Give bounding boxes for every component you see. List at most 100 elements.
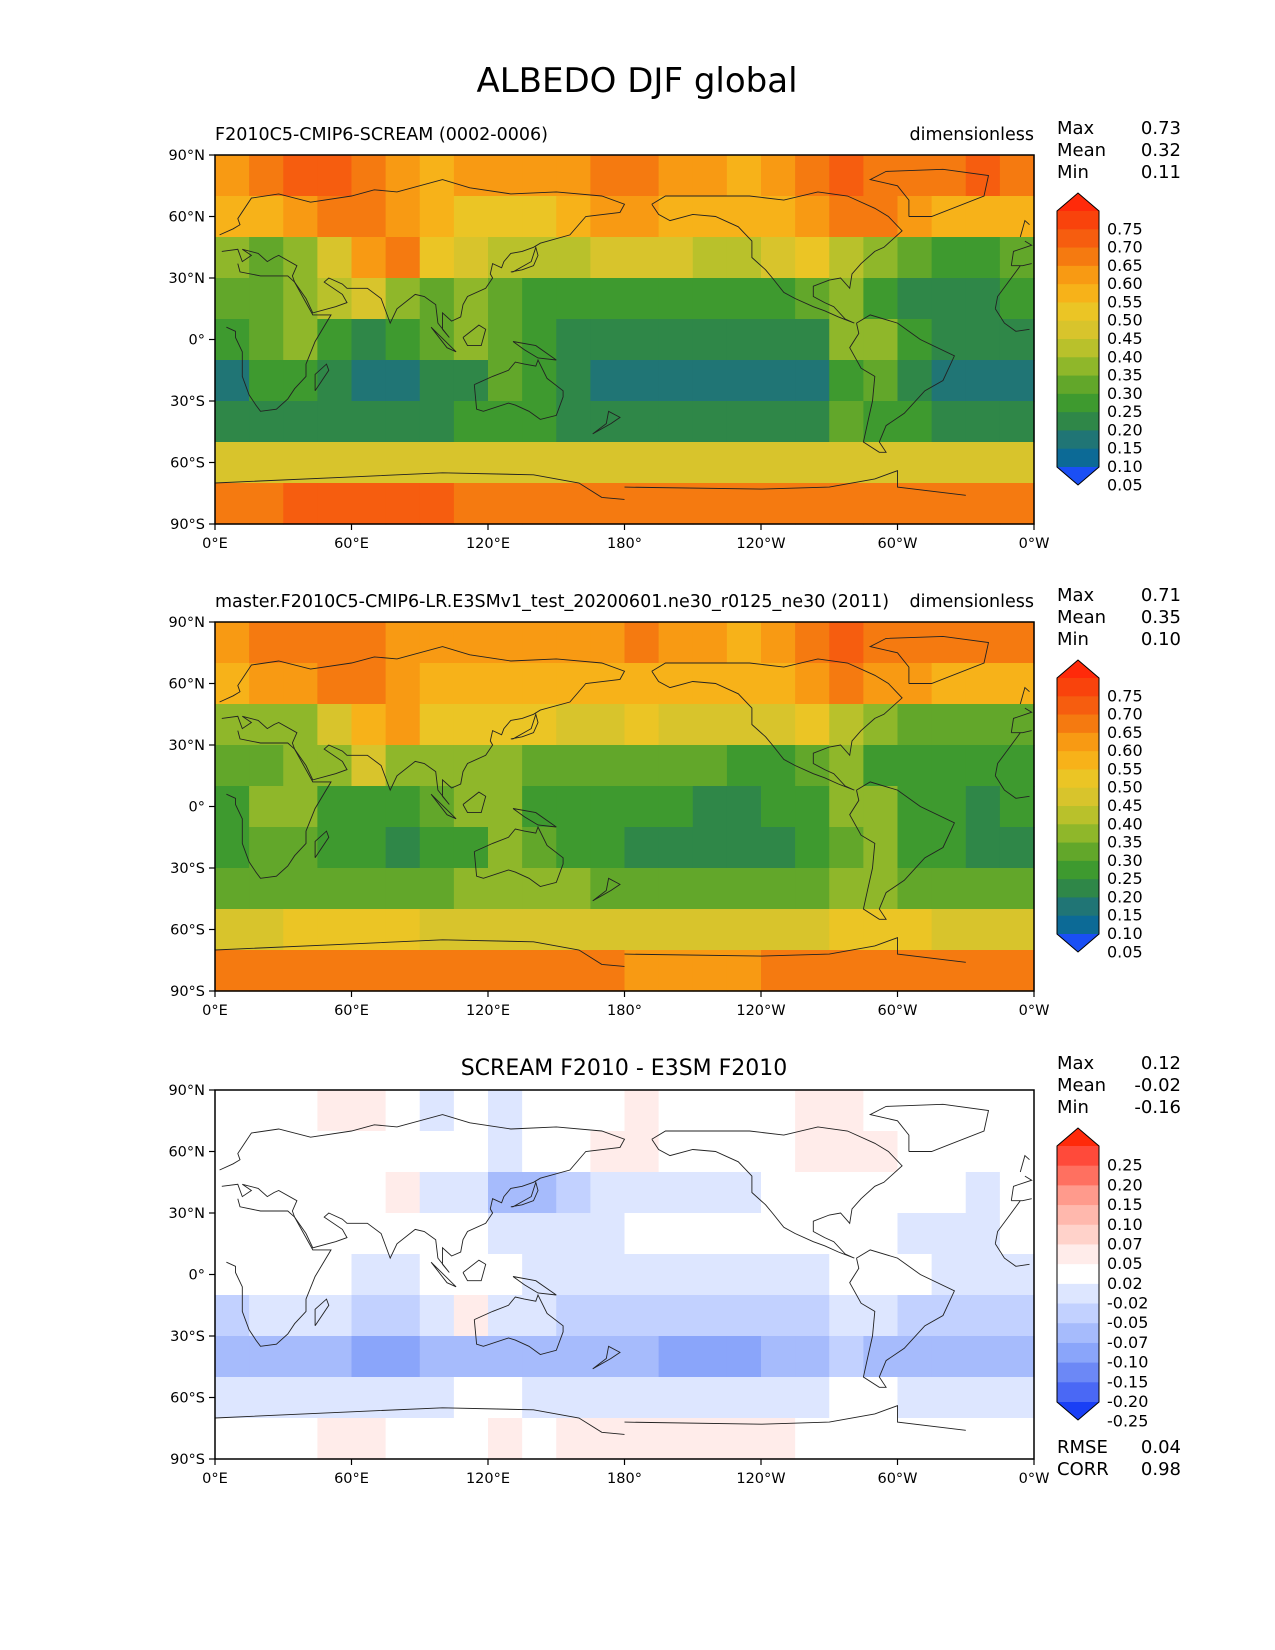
field-cell [488,196,523,238]
colorbar-tick-label: -0.02 [1107,1294,1148,1313]
field-cell [419,1295,455,1337]
field-cell [419,442,455,484]
field-cell [590,237,626,279]
coastline [214,937,966,967]
field-cell [726,1090,762,1132]
panel-3-mean-label: Mean [1057,1075,1106,1096]
field-cell [249,704,284,746]
field-cell [215,868,250,910]
panel-1-title: F2010C5-CMIP6-SCREAM (0002-0006) [215,125,548,145]
colorbar-tick-label: 0.70 [1107,238,1143,257]
field-cell [556,1213,591,1255]
colorbar-tick-label: -0.05 [1107,1313,1148,1332]
colorbar-tick-label: 0.10 [1107,457,1143,476]
panel-2-coastlines [214,635,1033,967]
field-cell [829,950,864,992]
field-cell [999,1090,1035,1132]
lat-tick-label: 0° [189,1268,205,1284]
field-cell [931,278,967,320]
field-cell [283,483,318,525]
lat-tick-label: 60°S [170,1391,205,1407]
field-cell [488,278,523,320]
field-cell [624,663,660,705]
colorbar-tick-label: 0.40 [1107,814,1143,833]
field-cell [726,1377,762,1419]
field-cell [419,745,455,787]
field-cell [726,950,762,992]
field-cell [522,950,557,992]
field-cell [590,1377,626,1419]
coastline [226,263,1030,412]
colorbar-segment [1057,430,1099,450]
colorbar-tick-label: 0.15 [1107,439,1143,458]
field-cell [249,196,284,238]
field-cell [965,1336,1001,1378]
field-cell [999,950,1035,992]
field-cell [726,401,762,443]
field-cell [453,622,489,664]
colorbar-tick-label: -0.07 [1107,1333,1148,1352]
field-cell [863,909,899,951]
field-cell [590,483,626,525]
field-cell [590,278,626,320]
colorbar-tick-label: 0.05 [1107,475,1143,494]
lat-tick-label: 0° [189,800,205,816]
field-cell [658,868,694,910]
field-cell [931,1336,967,1378]
field-cell [863,1213,899,1255]
field-cell [215,909,250,951]
lon-tick-label: 0°E [202,1471,228,1487]
field-cell [522,663,557,705]
field-cell [761,1418,796,1460]
field-cell [624,1418,660,1460]
field-cell [931,745,967,787]
field-cell [351,950,387,992]
field-cell [283,1418,318,1460]
field-cell [624,909,660,951]
field-cell [761,360,796,402]
field-cell [658,786,694,828]
field-cell [795,237,830,279]
lon-tick-label: 0°W [1019,1003,1050,1019]
field-cell [897,1336,933,1378]
field-cell [999,237,1035,279]
field-cell [999,622,1035,664]
field-cell [931,663,967,705]
coastline [214,470,966,500]
field-cell [522,1336,557,1378]
colorbar-tick-label: 0.15 [1107,1195,1143,1214]
field-cell [453,1131,489,1173]
field-cell [351,1090,387,1132]
field-cell [931,401,967,443]
field-cell [863,1254,899,1296]
colorbar-tick-label: 0.35 [1107,833,1143,852]
colorbar-segment [1057,696,1099,716]
field-cell [863,1172,899,1214]
field-cell [249,786,284,828]
field-cell [761,1090,796,1132]
field-cell [317,1418,353,1460]
field-cell [419,827,455,869]
lat-tick-label: 30°N [168,271,205,287]
coastline [651,191,903,324]
field-cell [795,360,830,402]
coastline [868,168,990,217]
field-cell [931,950,967,992]
field-cell [419,237,455,279]
field-cell [692,1254,728,1296]
field-cell [829,1172,864,1214]
field-cell [419,622,455,664]
field-cell [965,483,1001,525]
panel-3-mean-value: -0.02 [1134,1075,1181,1096]
colorbar-extend-min [1057,934,1099,952]
field-cell [658,1254,694,1296]
field-cell [556,1254,591,1296]
field-cell [215,1172,250,1214]
field-cell [351,1295,387,1337]
field-cell [488,442,523,484]
field-cell [351,442,387,484]
coastline [214,1405,966,1435]
field-cell [590,786,626,828]
field-cell [931,1254,967,1296]
field-cell [863,868,899,910]
